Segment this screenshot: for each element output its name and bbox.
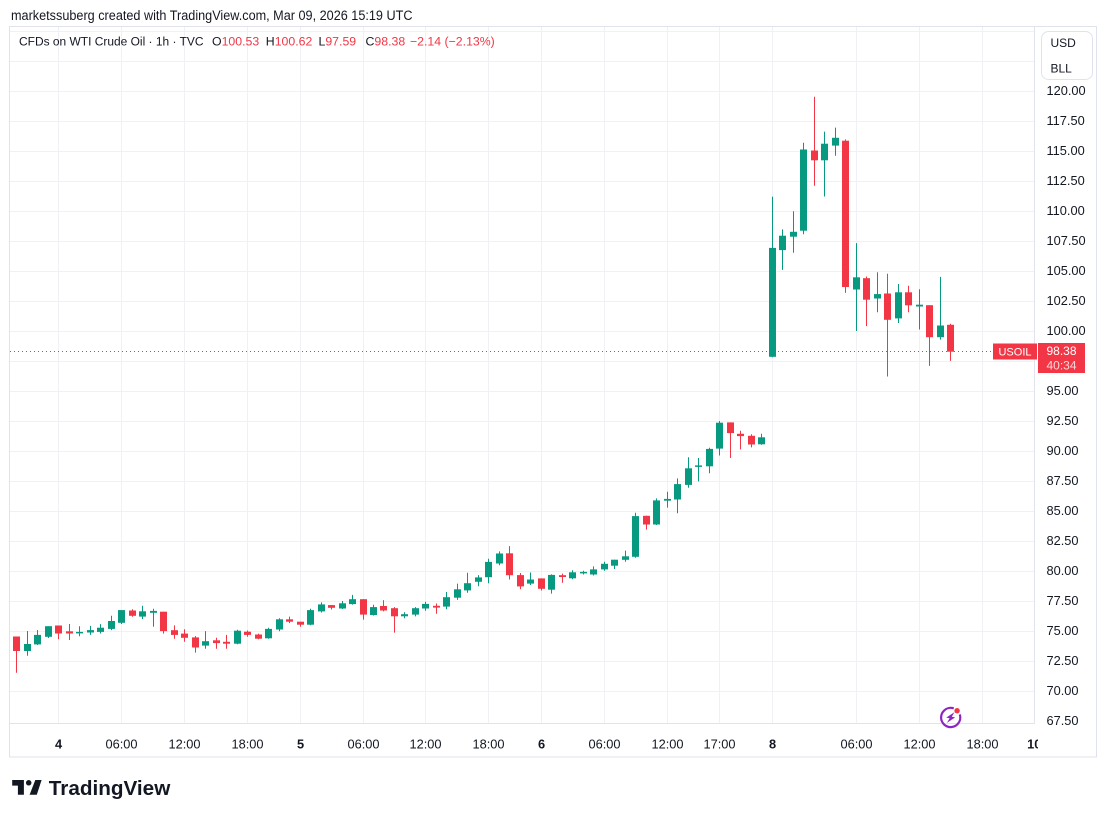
svg-text:117.50: 117.50	[1047, 113, 1085, 128]
svg-text:102.50: 102.50	[1047, 293, 1086, 308]
svg-text:12:00: 12:00	[903, 737, 935, 752]
svg-text:4: 4	[55, 737, 63, 752]
svg-text:L97.59: L97.59	[319, 35, 357, 49]
svg-text:110.00: 110.00	[1047, 203, 1085, 218]
svg-text:12:00: 12:00	[409, 737, 441, 752]
svg-text:40:34: 40:34	[1046, 359, 1076, 373]
svg-text:67.50: 67.50	[1047, 713, 1079, 728]
svg-text:10: 10	[1027, 737, 1041, 752]
svg-text:112.50: 112.50	[1047, 173, 1085, 188]
svg-text:18:00: 18:00	[231, 737, 263, 752]
svg-text:115.00: 115.00	[1047, 143, 1085, 158]
svg-text:72.50: 72.50	[1047, 653, 1079, 668]
svg-text:82.50: 82.50	[1047, 533, 1079, 548]
svg-text:17:00: 17:00	[703, 737, 735, 752]
svg-text:C98.38: C98.38	[366, 35, 406, 49]
svg-text:85.00: 85.00	[1047, 503, 1079, 518]
svg-text:75.00: 75.00	[1047, 623, 1079, 638]
svg-text:107.50: 107.50	[1047, 233, 1086, 248]
svg-text:O100.53: O100.53	[212, 35, 259, 49]
svg-text:BLL: BLL	[1051, 62, 1073, 76]
svg-text:H100.62: H100.62	[266, 35, 313, 49]
svg-text:06:00: 06:00	[840, 737, 872, 752]
svg-text:80.00: 80.00	[1047, 563, 1079, 578]
svg-text:USOIL: USOIL	[998, 347, 1031, 359]
svg-text:100.00: 100.00	[1047, 323, 1086, 338]
svg-text:5: 5	[297, 737, 304, 752]
svg-text:USD: USD	[1051, 36, 1077, 50]
svg-text:98.38: 98.38	[1046, 344, 1076, 358]
svg-text:87.50: 87.50	[1047, 473, 1079, 488]
svg-text:06:00: 06:00	[347, 737, 379, 752]
svg-text:92.50: 92.50	[1047, 413, 1079, 428]
svg-text:120.00: 120.00	[1047, 83, 1086, 98]
svg-text:77.50: 77.50	[1047, 593, 1079, 608]
svg-text:95.00: 95.00	[1047, 383, 1079, 398]
svg-text:70.00: 70.00	[1047, 683, 1079, 698]
svg-text:105.00: 105.00	[1047, 263, 1086, 278]
svg-text:06:00: 06:00	[588, 737, 620, 752]
svg-text:18:00: 18:00	[472, 737, 504, 752]
svg-text:TradingView: TradingView	[49, 777, 171, 800]
svg-text:12:00: 12:00	[651, 737, 683, 752]
svg-text:marketssuberg created with Tra: marketssuberg created with TradingView.c…	[11, 8, 413, 23]
svg-text:90.00: 90.00	[1047, 443, 1079, 458]
svg-text:−2.14 (−2.13%): −2.14 (−2.13%)	[410, 35, 495, 49]
svg-text:8: 8	[769, 737, 776, 752]
svg-text:06:00: 06:00	[105, 737, 137, 752]
svg-text:12:00: 12:00	[168, 737, 200, 752]
svg-text:6: 6	[538, 737, 545, 752]
svg-text:CFDs on WTI Crude Oil · 1h · T: CFDs on WTI Crude Oil · 1h · TVC	[19, 35, 204, 49]
svg-text:18:00: 18:00	[966, 737, 998, 752]
